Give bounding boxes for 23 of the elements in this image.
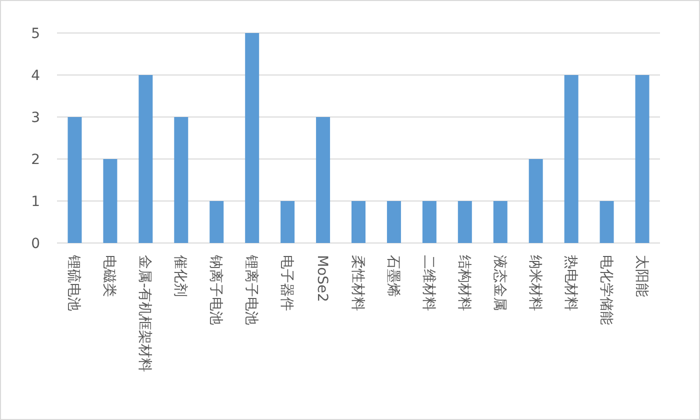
x-tick-label: 电化学储能 [598, 255, 614, 325]
x-tick-label: 柔性材料 [350, 255, 366, 311]
x-tick-label: MoSe2 [314, 255, 330, 302]
x-tick-label: 结构材料 [456, 255, 472, 311]
x-tick-label: 电磁类 [101, 255, 118, 297]
x-tick-label: 热电材料 [562, 255, 578, 311]
x-tick-label: 电子器件 [278, 255, 295, 311]
x-tick-label: 催化剂 [172, 255, 188, 297]
x-tick-label: 二维材料 [420, 255, 436, 311]
y-tick-label: 3 [31, 110, 40, 126]
y-tick-label: 5 [31, 26, 40, 42]
y-tick-label: 1 [31, 194, 40, 210]
x-tick-label: 纳米材料 [526, 255, 543, 311]
y-tick-label: 0 [31, 236, 40, 252]
x-tick-label: 钠离子电池 [208, 254, 224, 325]
x-tick-label: 石墨烯 [384, 255, 401, 297]
x-tick-label: 锂硫电池 [66, 254, 82, 311]
y-tick-label: 2 [31, 152, 40, 168]
x-tick-label: 液态金属 [491, 255, 508, 311]
x-tick-label: 锂离子电池 [243, 254, 260, 325]
x-tick-label: 金属-有机框架材料 [136, 255, 153, 372]
x-tick-label: 太阳能 [633, 255, 650, 297]
y-tick-label: 4 [31, 68, 40, 84]
